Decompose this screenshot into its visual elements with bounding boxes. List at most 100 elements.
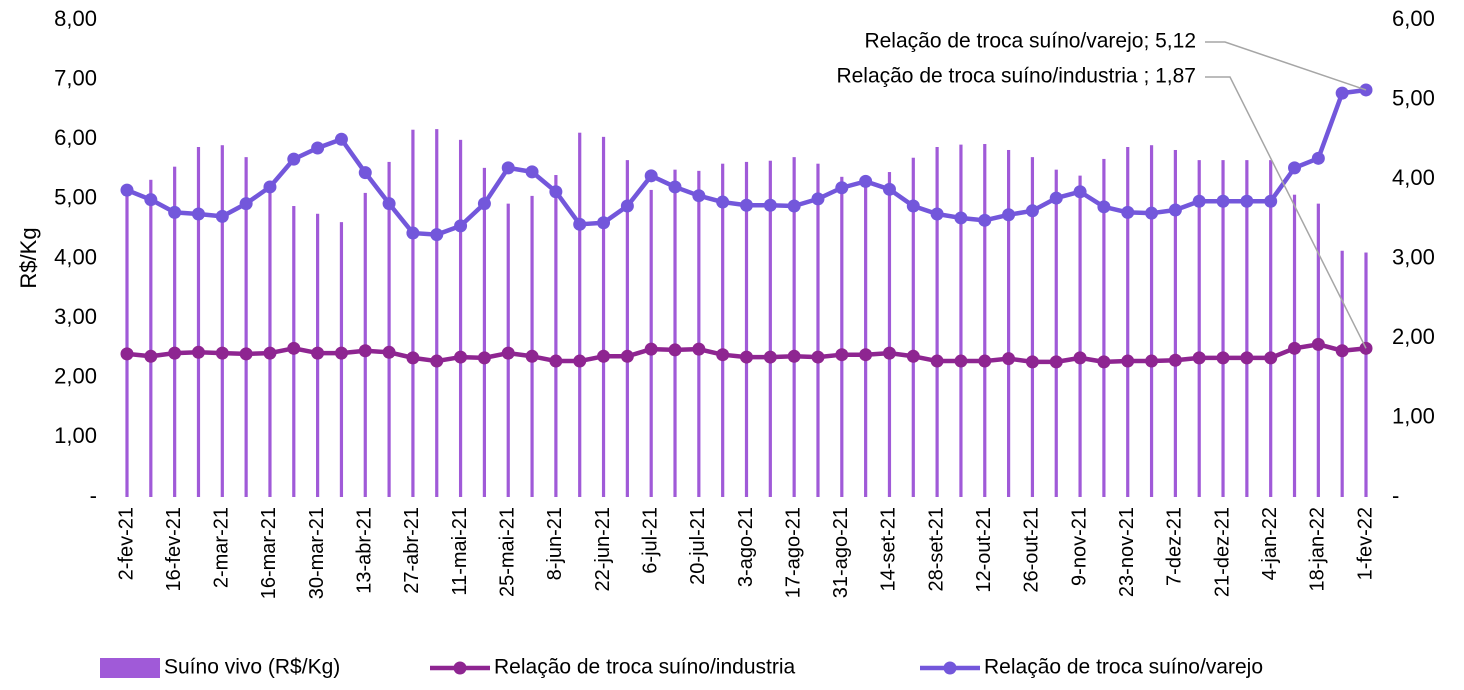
- line-marker: [549, 185, 563, 199]
- bar: [1030, 157, 1035, 497]
- line-marker: [978, 354, 992, 368]
- legend-label: Suíno vivo (R$/Kg): [164, 656, 340, 679]
- bar: [411, 129, 415, 497]
- line-marker: [144, 349, 158, 363]
- line-marker: [1097, 355, 1111, 369]
- line-marker: [454, 350, 468, 364]
- bar: [578, 132, 582, 497]
- x-tick-label: 2-fev-21: [115, 507, 137, 580]
- bar: [935, 147, 939, 497]
- bar: [1102, 158, 1106, 497]
- bar: [149, 179, 153, 498]
- line-marker: [620, 199, 634, 213]
- line-marker: [1240, 351, 1254, 365]
- line-marker: [740, 350, 753, 364]
- line-marker: [597, 216, 611, 230]
- line-marker: [787, 199, 801, 213]
- line-marker: [763, 198, 777, 212]
- bar: [840, 176, 844, 497]
- line-marker: [1049, 191, 1063, 205]
- bar: [697, 170, 701, 497]
- line-marker: [835, 181, 849, 195]
- x-tick-label: 1-fev-22: [1354, 507, 1376, 580]
- line-marker: [382, 345, 396, 359]
- line-marker: [644, 169, 658, 183]
- line-marker: [906, 349, 920, 363]
- line-marker: [1121, 354, 1135, 368]
- x-tick-label: 9-nov-21: [1068, 507, 1090, 586]
- line-marker: [1288, 341, 1302, 355]
- x-tick-label: 25-mai-21: [497, 507, 519, 597]
- bar: [744, 161, 749, 497]
- y-tick-label: 2,00: [54, 364, 97, 389]
- line-marker: [120, 183, 134, 197]
- bar: [387, 161, 391, 497]
- line-marker: [1145, 354, 1159, 368]
- legend-label: Relação de troca suíno/industria: [494, 656, 795, 679]
- y-tick-label: 1,00: [54, 423, 97, 448]
- bar: [1126, 147, 1130, 497]
- x-tick-label: 7-dez-21: [1164, 507, 1186, 586]
- line-marker: [1335, 86, 1349, 100]
- line-marker: [954, 354, 968, 368]
- line-marker: [287, 152, 301, 166]
- line-marker: [978, 213, 992, 227]
- line-marker: [406, 351, 420, 365]
- line-marker: [668, 180, 682, 194]
- line-marker: [287, 341, 301, 355]
- bar: [1245, 160, 1249, 497]
- line-marker: [835, 348, 849, 362]
- line-marker: [430, 228, 444, 242]
- annotation-leader: [1205, 41, 1367, 91]
- line-marker: [1192, 194, 1206, 208]
- bar: [768, 160, 772, 497]
- bar: [1054, 169, 1058, 497]
- line-marker: [1264, 194, 1278, 208]
- annotation: Relação de troca suíno/varejo; 5,12: [864, 30, 1196, 53]
- line-marker: [454, 219, 468, 233]
- bar: [887, 172, 892, 497]
- line-marker: [501, 161, 515, 175]
- line-marker: [168, 205, 182, 219]
- line-marker: [477, 351, 491, 365]
- legend-swatch: [943, 661, 957, 675]
- line-marker: [1049, 355, 1063, 369]
- line-marker: [191, 207, 205, 221]
- bar: [864, 182, 868, 497]
- line-marker: [1073, 185, 1087, 199]
- line-marker: [1311, 151, 1325, 165]
- x-tick-label: 22-jun-21: [592, 507, 614, 592]
- bar: [173, 166, 177, 498]
- x-tick-label: 26-out-21: [1021, 507, 1043, 593]
- line-marker: [549, 354, 563, 368]
- line-marker: [191, 345, 205, 359]
- line-marker: [263, 180, 277, 194]
- x-tick-label: 27-abr-21: [401, 507, 423, 594]
- line-marker: [144, 193, 158, 207]
- bar: [721, 163, 725, 498]
- line-marker: [215, 346, 229, 360]
- line-marker: [573, 354, 587, 368]
- line-marker: [382, 197, 396, 211]
- line-marker: [1097, 200, 1111, 214]
- x-tick-label: 21-dez-21: [1211, 507, 1233, 597]
- bar: [435, 129, 439, 497]
- bar: [1221, 160, 1225, 497]
- line-marker: [1168, 353, 1182, 367]
- x-tick-label: 18-jan-22: [1307, 507, 1329, 592]
- line-marker: [1335, 344, 1349, 358]
- y2-tick-label: 5,00: [1392, 85, 1435, 110]
- line-marker: [1025, 355, 1039, 369]
- y-tick-label: 4,00: [54, 244, 97, 269]
- line-marker: [692, 342, 706, 356]
- line-marker: [525, 165, 539, 179]
- bar: [244, 157, 248, 497]
- bar: [1173, 149, 1177, 498]
- line-marker: [1002, 208, 1016, 222]
- line-marker: [882, 182, 896, 196]
- line-marker: [1168, 203, 1182, 217]
- line-marker: [168, 346, 182, 360]
- bar: [1149, 145, 1154, 497]
- line-marker: [358, 344, 372, 358]
- y-axis-label: R$/Kg: [16, 227, 41, 288]
